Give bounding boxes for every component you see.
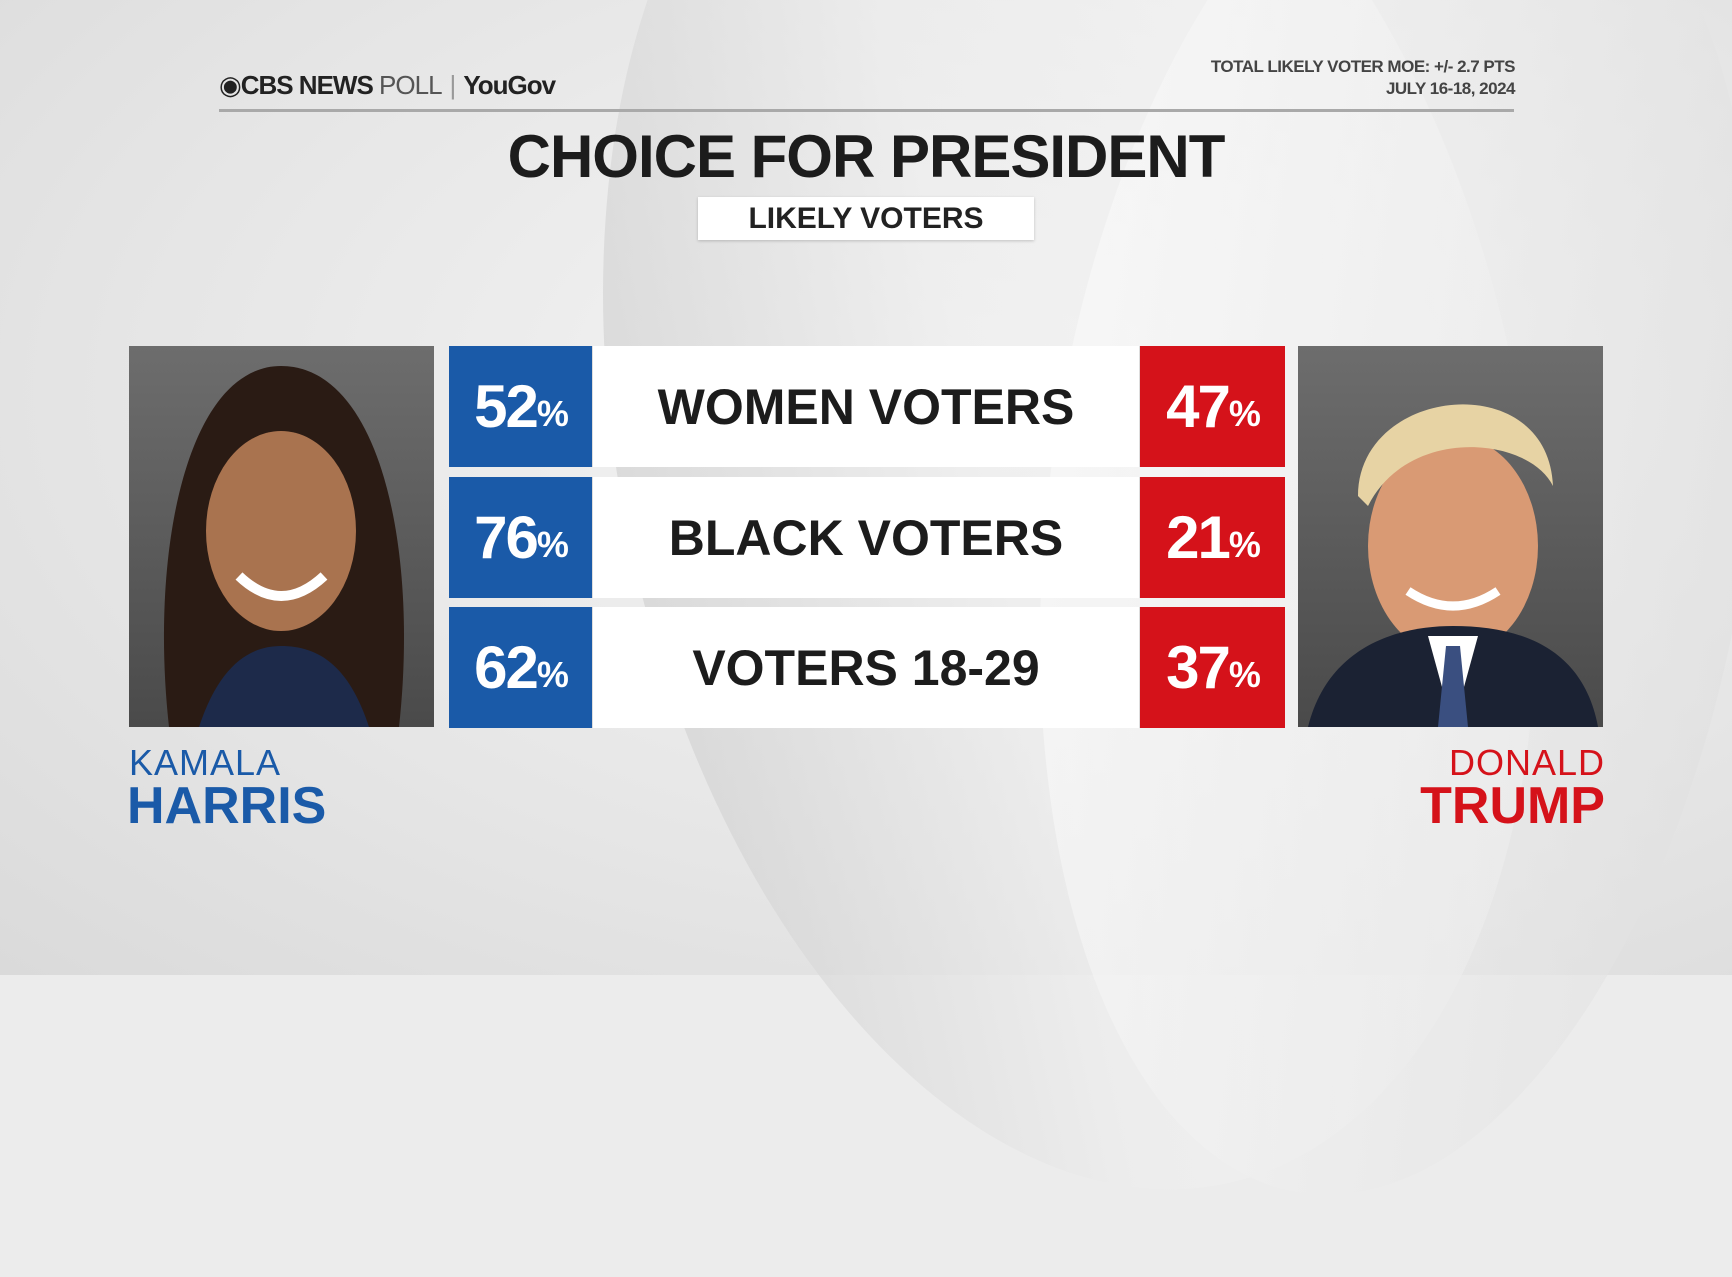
harris-first-name: KAMALA bbox=[129, 742, 282, 783]
table-row: 76% BLACK VOTERS 21% bbox=[449, 477, 1285, 598]
data-label: 21 bbox=[1166, 504, 1231, 571]
trump-value: 47% bbox=[1140, 346, 1285, 467]
poll-meta: TOTAL LIKELY VOTER MOE: +/- 2.7 PTS JULY… bbox=[1210, 56, 1516, 100]
trump-value: 37% bbox=[1140, 607, 1285, 728]
unit: % bbox=[1228, 653, 1261, 695]
brand: CBS NEWS bbox=[240, 70, 374, 100]
partner: YouGov bbox=[463, 70, 556, 100]
unit: % bbox=[536, 523, 569, 565]
cbs-yougov-logo: ◉CBS NEWS POLL | YouGov bbox=[219, 70, 556, 101]
harris-photo bbox=[129, 346, 434, 727]
category-label: WOMEN VOTERS bbox=[592, 346, 1140, 467]
table-row: 52% WOMEN VOTERS 47% bbox=[449, 346, 1285, 467]
divider: | bbox=[449, 70, 457, 100]
data-label: 47 bbox=[1166, 373, 1231, 440]
trump-photo bbox=[1298, 346, 1603, 727]
category-label: VOTERS 18-29 bbox=[592, 607, 1140, 728]
trump-first-name: DONALD bbox=[1448, 742, 1605, 783]
unit: % bbox=[536, 392, 569, 434]
data-label: 52 bbox=[474, 373, 539, 440]
table-row: 62% VOTERS 18-29 37% bbox=[449, 607, 1285, 728]
subtitle-badge: LIKELY VOTERS bbox=[698, 197, 1034, 240]
data-label: 37 bbox=[1166, 634, 1231, 701]
header-rule bbox=[219, 109, 1514, 112]
unit: % bbox=[1228, 392, 1261, 434]
harris-last-name: HARRIS bbox=[127, 777, 327, 835]
unit: % bbox=[536, 653, 569, 695]
data-label: 62 bbox=[474, 634, 539, 701]
trump-last-name: TRUMP bbox=[1420, 777, 1605, 835]
unit: % bbox=[1228, 523, 1261, 565]
category-label: BLACK VOTERS bbox=[592, 477, 1140, 598]
harris-value: 52% bbox=[449, 346, 592, 467]
cbs-eye-icon: ◉ bbox=[219, 70, 242, 100]
page-title: CHOICE FOR PRESIDENT bbox=[507, 123, 1226, 190]
data-label: 76 bbox=[474, 504, 539, 571]
poll-label: POLL bbox=[379, 70, 442, 100]
trump-value: 21% bbox=[1140, 477, 1285, 598]
harris-value: 62% bbox=[449, 607, 592, 728]
margin-of-error: TOTAL LIKELY VOTER MOE: +/- 2.7 PTS bbox=[1210, 57, 1516, 76]
poll-dates: JULY 16-18, 2024 bbox=[1385, 79, 1516, 98]
harris-value: 76% bbox=[449, 477, 592, 598]
